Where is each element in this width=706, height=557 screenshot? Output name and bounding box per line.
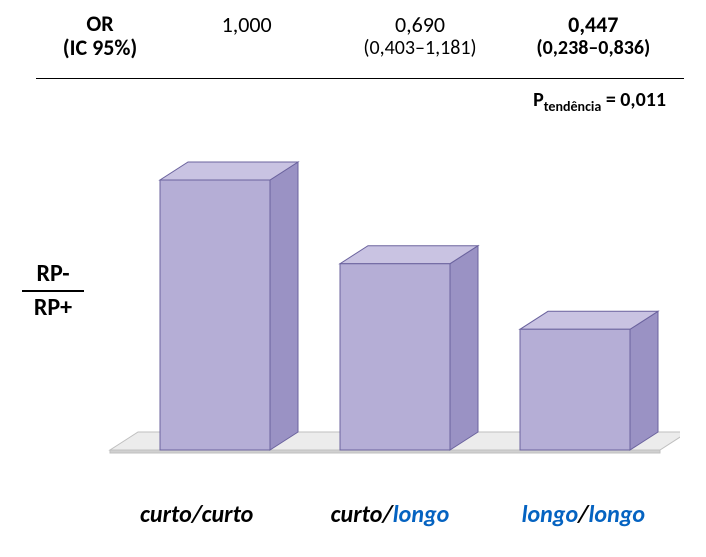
x-label-0: curto/curto [100, 500, 293, 529]
y-axis-top: RP- [22, 260, 84, 288]
ci-value: (0,403–1,181) [333, 37, 506, 60]
ptrend-eq: = 0,011 [606, 88, 666, 112]
ptrend-sub: tendência [544, 98, 602, 115]
header-col-2: 0,447 (0,238–0,836) [507, 12, 680, 60]
stat-label: OR (IC 95%) [40, 12, 160, 60]
y-axis-label: RP- RP+ [22, 260, 84, 321]
x-label-2: longo/longo [487, 500, 680, 529]
bar-chart-svg [100, 140, 680, 480]
stat-label-line1: OR [86, 10, 113, 37]
stat-label-line2: (IC 95%) [63, 34, 138, 61]
p-trend: Ptendência = 0,011 [533, 88, 666, 115]
chart-figure: OR (IC 95%) 1,000 0,690 (0,403–1,181) 0,… [0, 0, 706, 557]
ci-value: (0,238–0,836) [507, 37, 680, 60]
or-value: 1,000 [160, 12, 333, 37]
header-col-1: 0,690 (0,403–1,181) [333, 12, 506, 60]
header-rule [36, 78, 684, 79]
x-label-1: curto/longo [293, 500, 486, 529]
y-axis-bottom: RP+ [22, 294, 84, 322]
or-value: 0,690 [333, 12, 506, 37]
or-value: 0,447 [507, 12, 680, 37]
y-axis-rule [22, 290, 84, 292]
x-axis-labels: curto/curto curto/longo longo/longo [100, 500, 680, 529]
header-col-0: 1,000 [160, 12, 333, 60]
header-row: OR (IC 95%) 1,000 0,690 (0,403–1,181) 0,… [40, 12, 680, 60]
chart-area [100, 140, 680, 480]
ptrend-prefix: P [533, 88, 544, 112]
